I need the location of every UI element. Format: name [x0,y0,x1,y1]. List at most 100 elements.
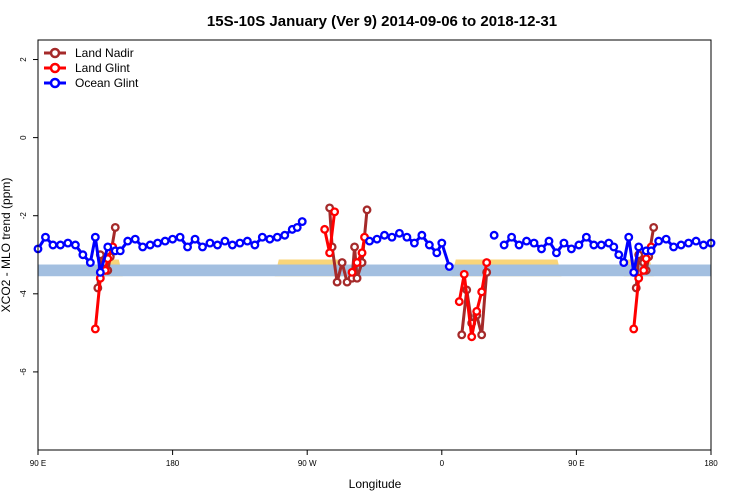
data-point-2-0-4 [63,238,73,248]
data-point-2-3-6 [544,236,554,246]
data-point-2-1-4 [394,228,404,238]
data-point-2-3-1 [507,232,517,242]
data-point-2-3-11 [581,232,591,242]
data-point-2-0-33 [272,232,282,242]
series-1 [90,207,656,342]
data-point-2-3-16 [614,250,624,260]
data-point-0-2-4 [477,330,487,340]
data-point-2-0-26 [220,236,230,246]
data-point-2-1-9 [432,248,442,258]
legend-label-0: Land Nadir [75,46,134,60]
data-point-2-3-17 [619,258,629,268]
data-point-2-0-17 [153,238,163,248]
data-point-2-3-13 [596,240,606,250]
data-point-2-0-19 [168,234,178,244]
data-point-2-2-0 [489,230,499,240]
data-point-2-3-4 [529,238,539,248]
data-point-2-0-31 [257,232,267,242]
data-point-2-0-36 [292,222,302,232]
data-point-1-0-0 [90,324,100,334]
data-point-2-0-10 [103,242,113,252]
data-point-2-0-29 [242,236,252,246]
series-line-1-2 [350,236,367,274]
data-point-1-3-1 [459,269,469,279]
data-point-2-0-13 [123,236,133,246]
data-point-0-2-0 [457,330,467,340]
data-point-1-3-4 [477,287,487,297]
data-point-2-3-2 [514,240,524,250]
x-axis: 90 E 180 90 W 0 90 E 180 [30,450,718,468]
y-axis: 2 0 -2 -4 -6 [19,57,38,376]
legend-marker-0 [49,47,61,59]
y-tick-label-4: -6 [19,368,28,376]
data-point-2-0-3 [55,240,65,250]
data-point-2-0-16 [145,240,155,250]
y-tick-label-2: -2 [19,212,28,220]
data-point-2-3-26 [676,240,686,250]
data-point-2-3-28 [691,236,701,246]
data-point-1-2-2 [357,248,367,258]
legend-marker-2 [49,77,61,89]
x-tick-label-3: 0 [440,459,445,468]
y-tick-label-1: 0 [19,135,28,140]
data-point-1-1-1 [325,248,335,258]
data-point-2-0-8 [90,232,100,242]
data-point-2-3-0 [499,240,509,250]
data-point-1-2-1 [352,258,362,268]
legend-label-1: Land Glint [75,61,130,75]
data-point-2-3-18 [624,232,634,242]
plot-area [33,39,716,451]
data-point-2-0-28 [235,238,245,248]
data-point-2-3-3 [522,236,531,246]
series-layer [33,203,716,342]
data-point-2-1-1 [372,234,382,244]
data-point-1-3-3 [472,306,482,316]
data-point-2-0-37 [297,217,307,227]
y-tick-label-3: -4 [19,290,28,298]
data-point-2-1-2 [380,230,389,240]
data-point-2-0-2 [48,240,58,250]
data-point-2-1-11 [444,262,454,271]
data-point-1-3-5 [482,258,492,268]
data-point-2-3-15 [609,242,619,252]
data-point-0-1-3 [337,258,347,268]
data-point-1-4-3 [641,254,651,264]
data-point-0-1-7 [352,273,362,283]
data-point-2-0-27 [227,240,237,250]
x-tick-label-2: 90 W [298,459,317,468]
data-point-2-3-19 [629,267,639,277]
data-point-1-4-2 [639,265,649,275]
data-point-2-0-6 [78,250,88,260]
data-point-2-0-18 [160,236,170,246]
data-point-2-1-10 [437,238,447,248]
x-tick-label-5: 180 [704,459,718,468]
data-point-2-0-21 [183,242,193,252]
data-point-2-0-12 [115,246,125,256]
data-point-2-0-20 [175,232,185,242]
x-tick-label-0: 90 E [30,459,46,468]
data-point-1-2-0 [347,267,357,277]
y-tick-label-0: 2 [19,57,28,62]
data-point-2-3-23 [654,236,664,246]
data-point-2-1-3 [387,232,397,242]
data-point-1-1-0 [320,224,330,234]
plot-frame [37,39,712,451]
data-point-2-0-24 [205,238,215,248]
data-point-2-0-5 [70,240,80,250]
data-point-2-0-22 [190,234,200,244]
data-point-2-1-7 [417,230,427,240]
data-point-2-3-12 [589,240,599,250]
data-point-2-0-7 [85,258,95,268]
y-axis-label: XCO2 - MLO trend (ppm) [0,178,13,313]
data-point-2-0-34 [280,230,290,240]
data-point-2-0-9 [95,267,105,277]
data-point-0-1-6 [350,242,360,252]
reference-band [38,264,711,277]
data-point-2-3-10 [574,240,584,250]
data-point-2-1-6 [409,238,419,248]
data-point-2-0-30 [250,240,260,250]
data-point-2-3-5 [537,244,546,254]
data-point-1-4-1 [634,273,644,283]
